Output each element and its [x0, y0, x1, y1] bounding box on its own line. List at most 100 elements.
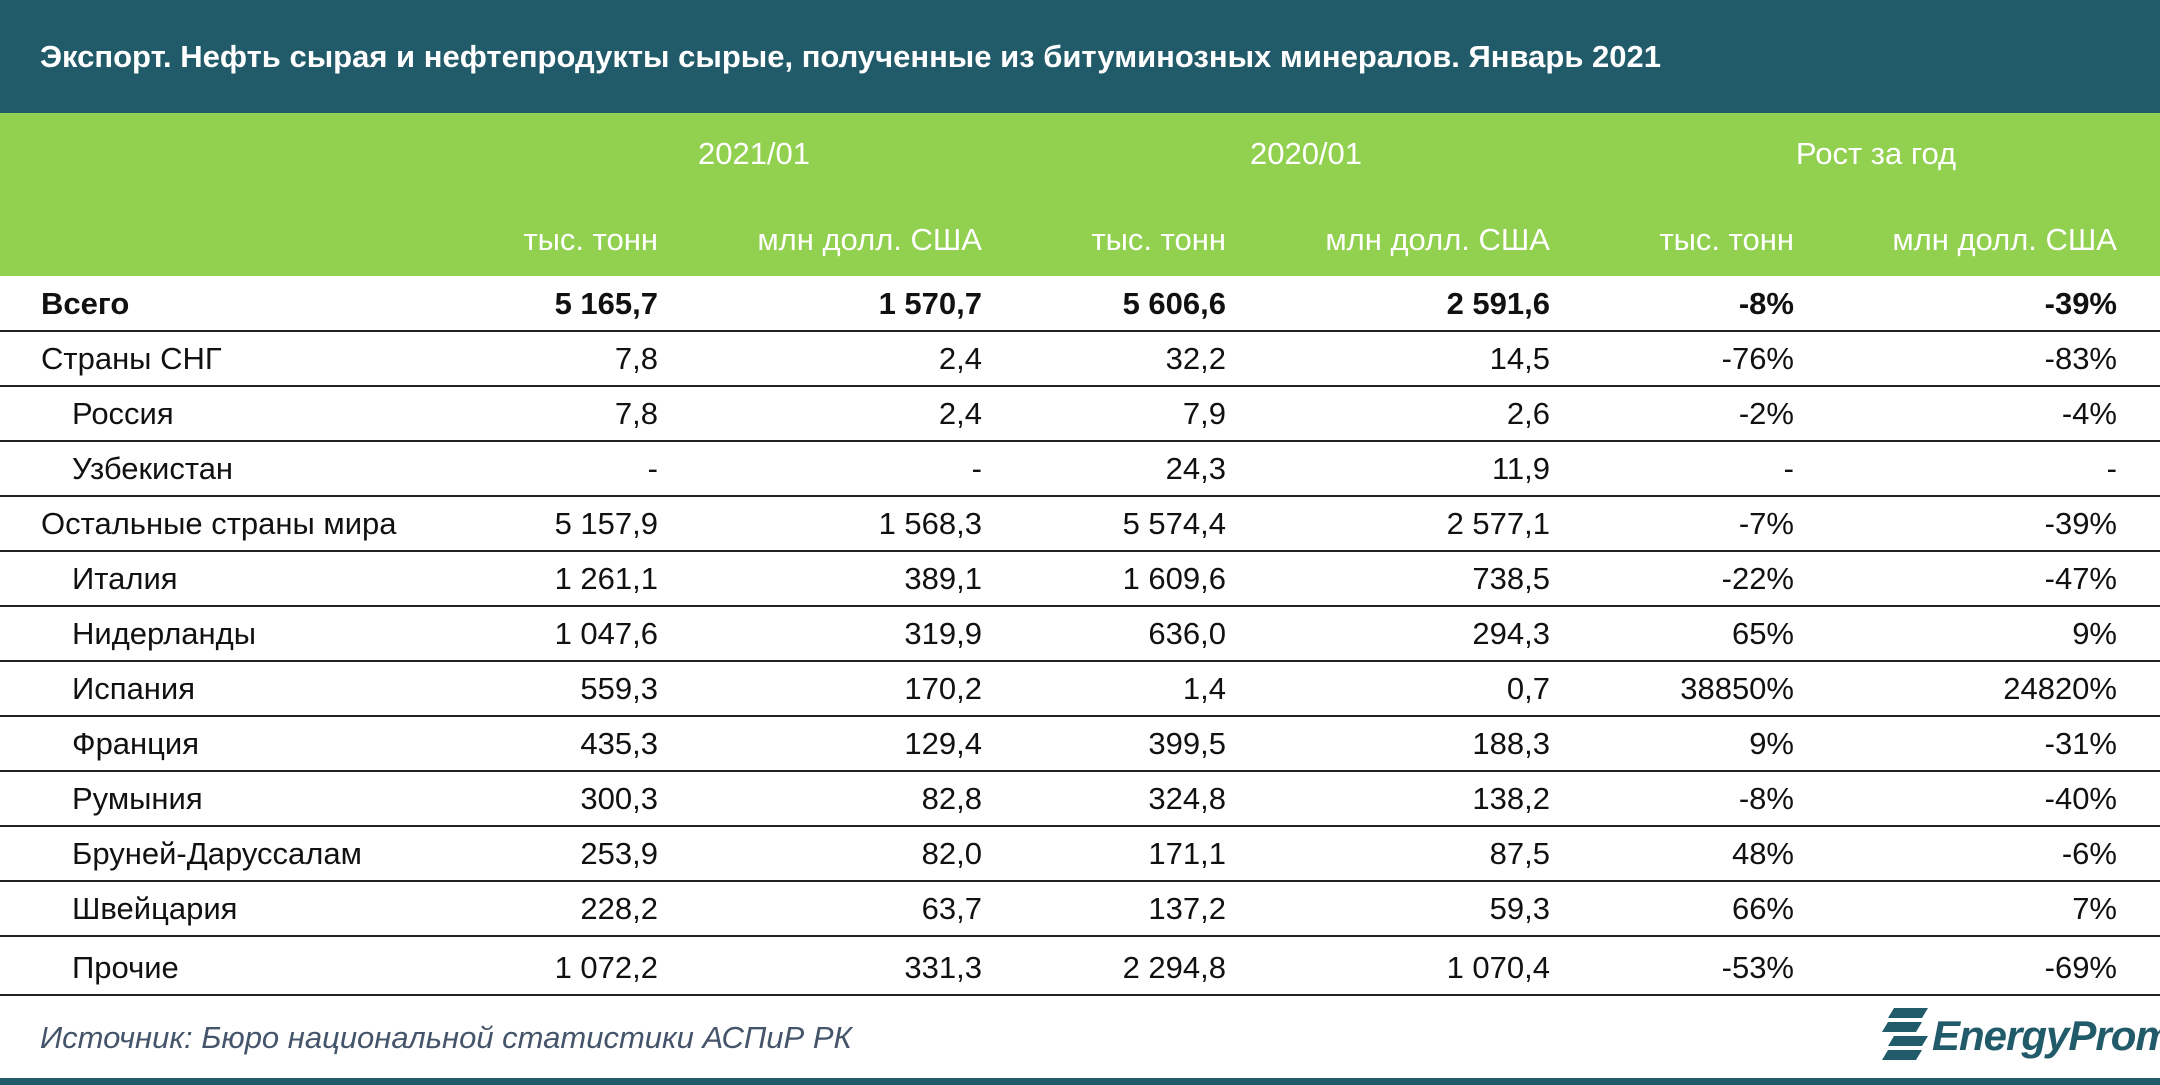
cell: 1 568,3 — [878, 506, 982, 541]
cell: 331,3 — [904, 950, 982, 985]
cell: 48% — [1731, 836, 1794, 871]
cell: -39% — [2044, 286, 2117, 321]
row-rule — [0, 550, 2160, 552]
cell: -22% — [1721, 561, 1794, 596]
row-label: Италия — [72, 561, 178, 596]
row-rule — [0, 825, 2160, 827]
cell: 82,0 — [921, 836, 982, 871]
cell: 7,8 — [614, 341, 658, 376]
cell: 435,3 — [580, 726, 658, 761]
title: Экспорт. Нефть сырая и нефтепродукты сыр… — [40, 39, 1661, 74]
row-label: Всего — [41, 286, 130, 321]
cell: 389,1 — [904, 561, 982, 596]
column-header: тыс. тонн — [523, 222, 658, 257]
cell: 399,5 — [1148, 726, 1226, 761]
source: Источник: Бюро национальной статистики А… — [40, 1020, 852, 1055]
row-label: Страны СНГ — [41, 341, 222, 376]
row-rule — [0, 935, 2160, 937]
cell: 319,9 — [904, 616, 982, 651]
cell: 559,3 — [580, 671, 658, 706]
cell: 1 047,6 — [554, 616, 658, 651]
cell: 300,3 — [580, 781, 658, 816]
cell: -31% — [2044, 726, 2117, 761]
column-header: тыс. тонн — [1091, 222, 1226, 257]
cell: -4% — [2061, 396, 2117, 431]
cell: -76% — [1721, 341, 1794, 376]
cell: -47% — [2044, 561, 2117, 596]
cell: - — [971, 451, 982, 486]
column-header: млн долл. США — [1892, 222, 2117, 257]
cell: 636,0 — [1148, 616, 1226, 651]
cell: 324,8 — [1148, 781, 1226, 816]
row-rule — [0, 440, 2160, 442]
cell: 63,7 — [921, 891, 982, 926]
cell: 137,2 — [1148, 891, 1226, 926]
row-label: Прочие — [72, 950, 179, 985]
cell: 66% — [1731, 891, 1794, 926]
cell: 2 294,8 — [1122, 950, 1226, 985]
row-rule — [0, 715, 2160, 717]
row-rule — [0, 994, 2160, 996]
cell: -8% — [1738, 781, 1794, 816]
cell: 129,4 — [904, 726, 982, 761]
cell: - — [2106, 451, 2117, 486]
cell: 11,9 — [1491, 451, 1550, 486]
logo: EnergyProm — [1932, 1012, 2160, 1059]
cell: 188,3 — [1472, 726, 1550, 761]
row-rule — [0, 495, 2160, 497]
title-bar — [0, 0, 2160, 113]
row-label: Россия — [72, 396, 174, 431]
row-rule — [0, 770, 2160, 772]
row-label: Франция — [72, 726, 200, 761]
column-header: млн долл. США — [1325, 222, 1550, 257]
cell: 2 591,6 — [1446, 286, 1550, 321]
cell: 253,9 — [580, 836, 658, 871]
cell: -39% — [2044, 506, 2117, 541]
cell: 87,5 — [1489, 836, 1550, 871]
cell: 7% — [2072, 891, 2117, 926]
logo-icon — [1882, 1008, 1928, 1060]
cell: 1 609,6 — [1122, 561, 1226, 596]
row-label: Остальные страны мира — [41, 506, 397, 541]
cell: -40% — [2044, 781, 2117, 816]
cell: -53% — [1721, 950, 1794, 985]
cell: 9% — [1749, 726, 1794, 761]
cell: -2% — [1738, 396, 1794, 431]
row-rule — [0, 385, 2160, 387]
column-header: тыс. тонн — [1659, 222, 1794, 257]
cell: 171,1 — [1148, 836, 1226, 871]
cell: 170,2 — [904, 671, 982, 706]
row-label: Испания — [72, 671, 196, 706]
cell: -69% — [2044, 950, 2117, 985]
cell: 294,3 — [1472, 616, 1550, 651]
cell: 1 570,7 — [878, 286, 982, 321]
cell: - — [1783, 451, 1794, 486]
cell: 1 261,1 — [554, 561, 658, 596]
header-band — [0, 113, 2160, 276]
cell: -6% — [2061, 836, 2117, 871]
cell: - — [647, 451, 658, 486]
row-rule — [0, 330, 2160, 332]
row-label: Бруней-Даруссалам — [72, 836, 362, 871]
row-rule — [0, 660, 2160, 662]
cell: 138,2 — [1472, 781, 1550, 816]
group-header: Рост за год — [1795, 136, 1957, 171]
cell: 24820% — [2003, 671, 2117, 706]
row-rule — [0, 605, 2160, 607]
cell: -83% — [2044, 341, 2117, 376]
cell: 228,2 — [580, 891, 658, 926]
cell: 5 574,4 — [1122, 506, 1226, 541]
cell: 7,8 — [614, 396, 658, 431]
cell: 0,7 — [1506, 671, 1550, 706]
row-label: Швейцария — [72, 891, 238, 926]
cell: 2,4 — [938, 341, 982, 376]
row-label: Румыния — [72, 781, 203, 816]
cell: 32,2 — [1165, 341, 1226, 376]
column-header: млн долл. США — [757, 222, 982, 257]
cell: 5 157,9 — [554, 506, 658, 541]
group-header: 2020/01 — [1249, 136, 1363, 171]
cell: 82,8 — [921, 781, 982, 816]
cell: 1,4 — [1182, 671, 1226, 706]
cell: 14,5 — [1489, 341, 1550, 376]
